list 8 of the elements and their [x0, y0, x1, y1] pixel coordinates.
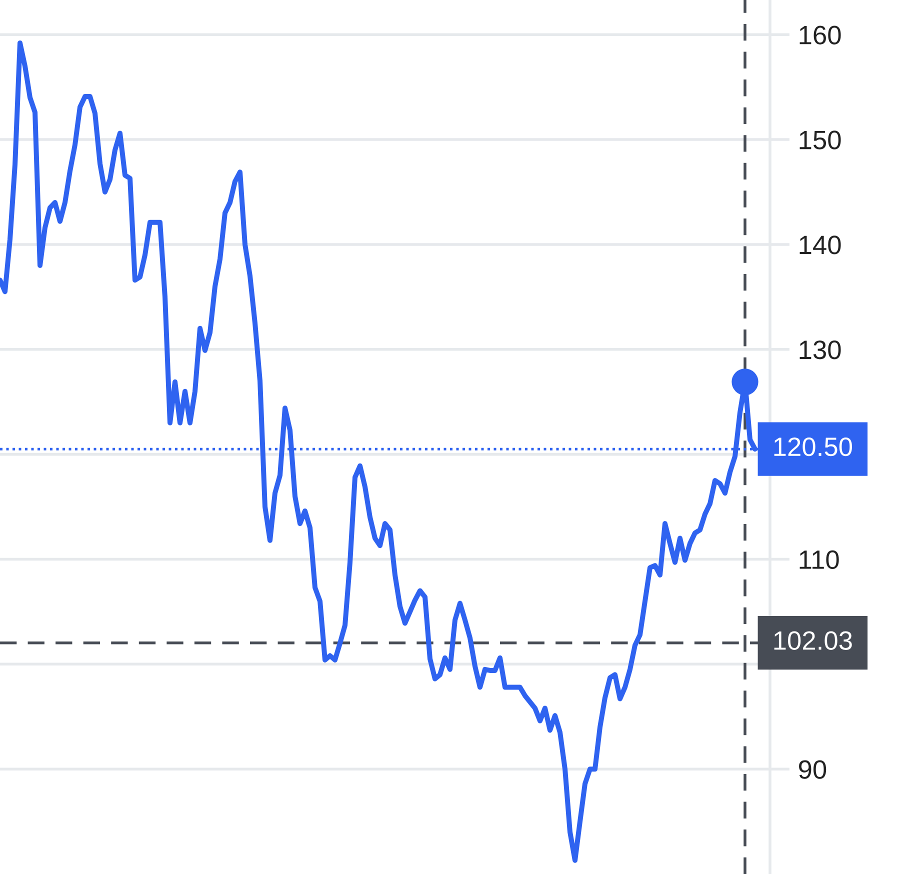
y-tick-label: 160 [800, 26, 841, 44]
y-tick-label: 140 [800, 236, 841, 254]
y-tick-label: 90 [799, 760, 826, 779]
y-tick-label: 130 [800, 340, 841, 360]
ref-line-label: 102.03 [774, 631, 852, 650]
ref-line-label: 120.50 [774, 437, 852, 456]
y-tick-label: 150 [800, 130, 841, 150]
y-tick-label: 110 [800, 550, 839, 570]
